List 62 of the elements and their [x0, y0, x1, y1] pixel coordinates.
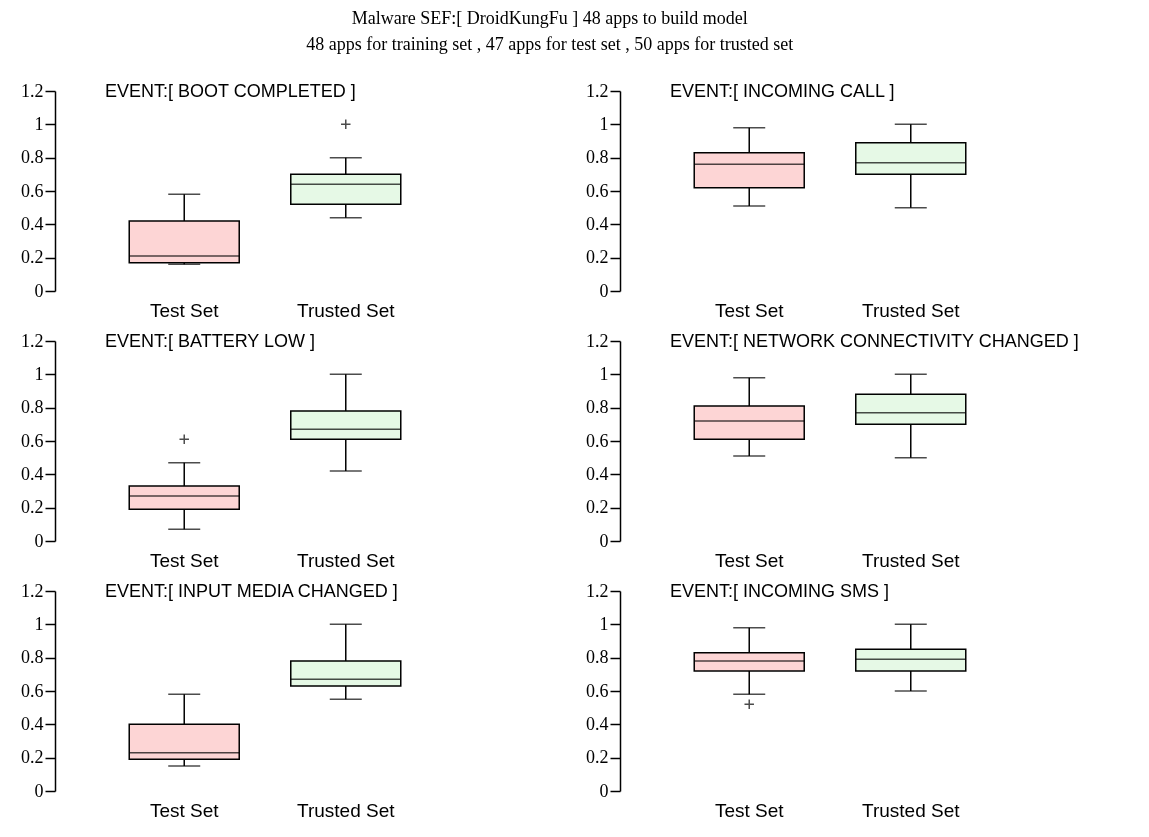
text: 48 apps for training set , 47 apps for test set , 50 apps for trusted set	[306, 34, 794, 54]
y-tick-label: 1.2	[21, 80, 44, 101]
x-tick-label: Trusted Set	[297, 549, 396, 571]
y-tick-label: 1	[34, 363, 44, 384]
y-tick-label: 0	[34, 280, 44, 301]
x-tick-label: Test Set	[149, 799, 220, 821]
y-tick-label: 0.8	[21, 147, 44, 168]
x-tick-label: Trusted Set	[862, 799, 961, 821]
y-tick-label: 0.4	[21, 463, 44, 484]
y-tick-label: 1.2	[586, 80, 609, 101]
y-tick-label: 0.2	[21, 747, 44, 768]
y-tick-label: 0.4	[21, 713, 44, 734]
y-tick-label: 0.8	[586, 147, 609, 168]
y-tick-label: 1	[599, 613, 609, 634]
y-tick-label: 0.8	[21, 647, 44, 668]
x-tick-label: Test Set	[714, 799, 785, 821]
y-tick-label: 0.6	[21, 180, 44, 201]
annotation: EVENT:[ BOOT COMPLETED ]	[105, 81, 356, 101]
y-tick-label: 1	[34, 113, 44, 134]
y-tick-label: 0.6	[21, 430, 44, 451]
y-tick-label: 1.2	[586, 330, 609, 351]
y-tick-label: 0.8	[21, 397, 44, 418]
y-tick-label: 1	[599, 363, 609, 384]
y-tick-label: 0.8	[586, 647, 609, 668]
y-tick-label: 0.2	[21, 247, 44, 268]
y-tick-label: 1.2	[21, 580, 44, 601]
y-tick-label: 1.2	[21, 330, 44, 351]
x-tick-label: Test Set	[714, 299, 785, 321]
y-tick-label: 0	[34, 530, 44, 551]
annotation: EVENT:[ INCOMING SMS ]	[670, 581, 890, 601]
y-tick-label: 0.6	[21, 680, 44, 701]
x-tick-label: Test Set	[714, 549, 785, 571]
annotation: EVENT:[ INCOMING CALL ]	[670, 81, 895, 101]
y-tick-label: 0.2	[586, 497, 609, 518]
y-tick-label: 0	[599, 780, 609, 801]
y-tick-label: 0.6	[586, 430, 609, 451]
y-tick-label: 0.2	[586, 247, 609, 268]
y-tick-label: 1	[34, 613, 44, 634]
x-tick-label: Trusted Set	[297, 799, 396, 821]
annotation: EVENT:[ NETWORK CONNECTIVITY CHANGED ]	[670, 331, 1079, 351]
y-tick-label: 0	[599, 280, 609, 301]
x-tick-label: Test Set	[149, 299, 220, 321]
y-tick-label: 0.2	[21, 497, 44, 518]
y-tick-label: 0.4	[586, 713, 609, 734]
x-tick-label: Trusted Set	[862, 549, 961, 571]
y-tick-label: 0	[599, 530, 609, 551]
y-tick-label: 1	[599, 113, 609, 134]
y-tick-label: 0.4	[586, 463, 609, 484]
y-tick-label: 0.6	[586, 180, 609, 201]
annotation: EVENT:[ BATTERY LOW ]	[105, 331, 316, 351]
text: Malware SEF:[ DroidKungFu ] 48 apps to build model	[351, 8, 748, 28]
y-tick-label: 1.2	[586, 580, 609, 601]
y-tick-label: 0	[34, 780, 44, 801]
y-tick-label: 0.4	[586, 213, 609, 234]
y-tick-label: 0.6	[586, 680, 609, 701]
x-tick-label: Test Set	[149, 549, 220, 571]
x-tick-label: Trusted Set	[297, 299, 396, 321]
annotation: EVENT:[ INPUT MEDIA CHANGED ]	[105, 581, 398, 601]
x-tick-label: Trusted Set	[862, 299, 961, 321]
y-tick-label: 0.4	[21, 213, 44, 234]
y-tick-label: 0.8	[586, 397, 609, 418]
y-tick-label: 0.2	[586, 747, 609, 768]
